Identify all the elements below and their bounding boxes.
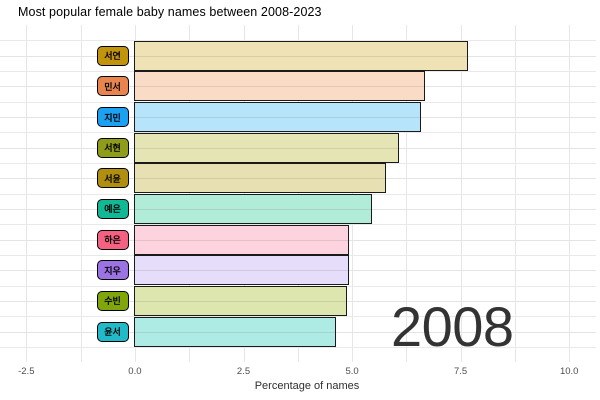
vertical-gridline xyxy=(189,25,191,362)
name-label: 예은 xyxy=(96,198,129,219)
bar xyxy=(134,71,425,102)
bar xyxy=(134,316,336,347)
name-label: 수빈 xyxy=(96,290,129,311)
vertical-gridline xyxy=(297,25,299,362)
year-annotation: 2008 xyxy=(391,295,514,358)
bar xyxy=(134,40,468,71)
x-tick-label: 5.0 xyxy=(345,366,359,377)
name-label: 서윤 xyxy=(96,168,129,189)
vertical-gridline xyxy=(243,25,245,362)
vertical-gridline xyxy=(460,25,462,362)
name-label: 윤서 xyxy=(96,321,129,342)
vertical-gridline xyxy=(134,25,136,362)
x-tick-label: 7.5 xyxy=(453,366,468,377)
name-label: 민서 xyxy=(96,76,129,97)
horizontal-minor-gridline xyxy=(0,346,596,348)
bar xyxy=(134,193,372,224)
bar xyxy=(134,102,422,132)
bar xyxy=(134,255,349,286)
name-label: 서연 xyxy=(96,45,129,66)
vertical-gridline xyxy=(406,25,408,362)
bar xyxy=(134,224,349,255)
name-label: 하은 xyxy=(96,229,129,250)
vertical-gridline xyxy=(569,25,571,362)
vertical-gridline xyxy=(514,25,516,362)
bar xyxy=(134,132,400,163)
bar xyxy=(134,285,347,316)
vertical-gridline xyxy=(352,25,354,362)
x-tick-label: 10.0 xyxy=(559,366,579,377)
x-tick-label: 2.5 xyxy=(236,366,251,377)
vertical-gridline xyxy=(26,25,28,362)
chart-title: Most popular female baby names between 2… xyxy=(18,5,322,19)
name-label: 지민 xyxy=(96,107,129,127)
bar xyxy=(134,163,386,194)
name-label: 서현 xyxy=(96,137,129,158)
vertical-gridline xyxy=(80,25,82,362)
name-label: 지우 xyxy=(96,260,129,281)
x-tick-label: -2.5 xyxy=(18,366,35,377)
x-axis-title: Percentage of names xyxy=(254,380,360,392)
x-tick-label: 0.0 xyxy=(128,366,142,377)
